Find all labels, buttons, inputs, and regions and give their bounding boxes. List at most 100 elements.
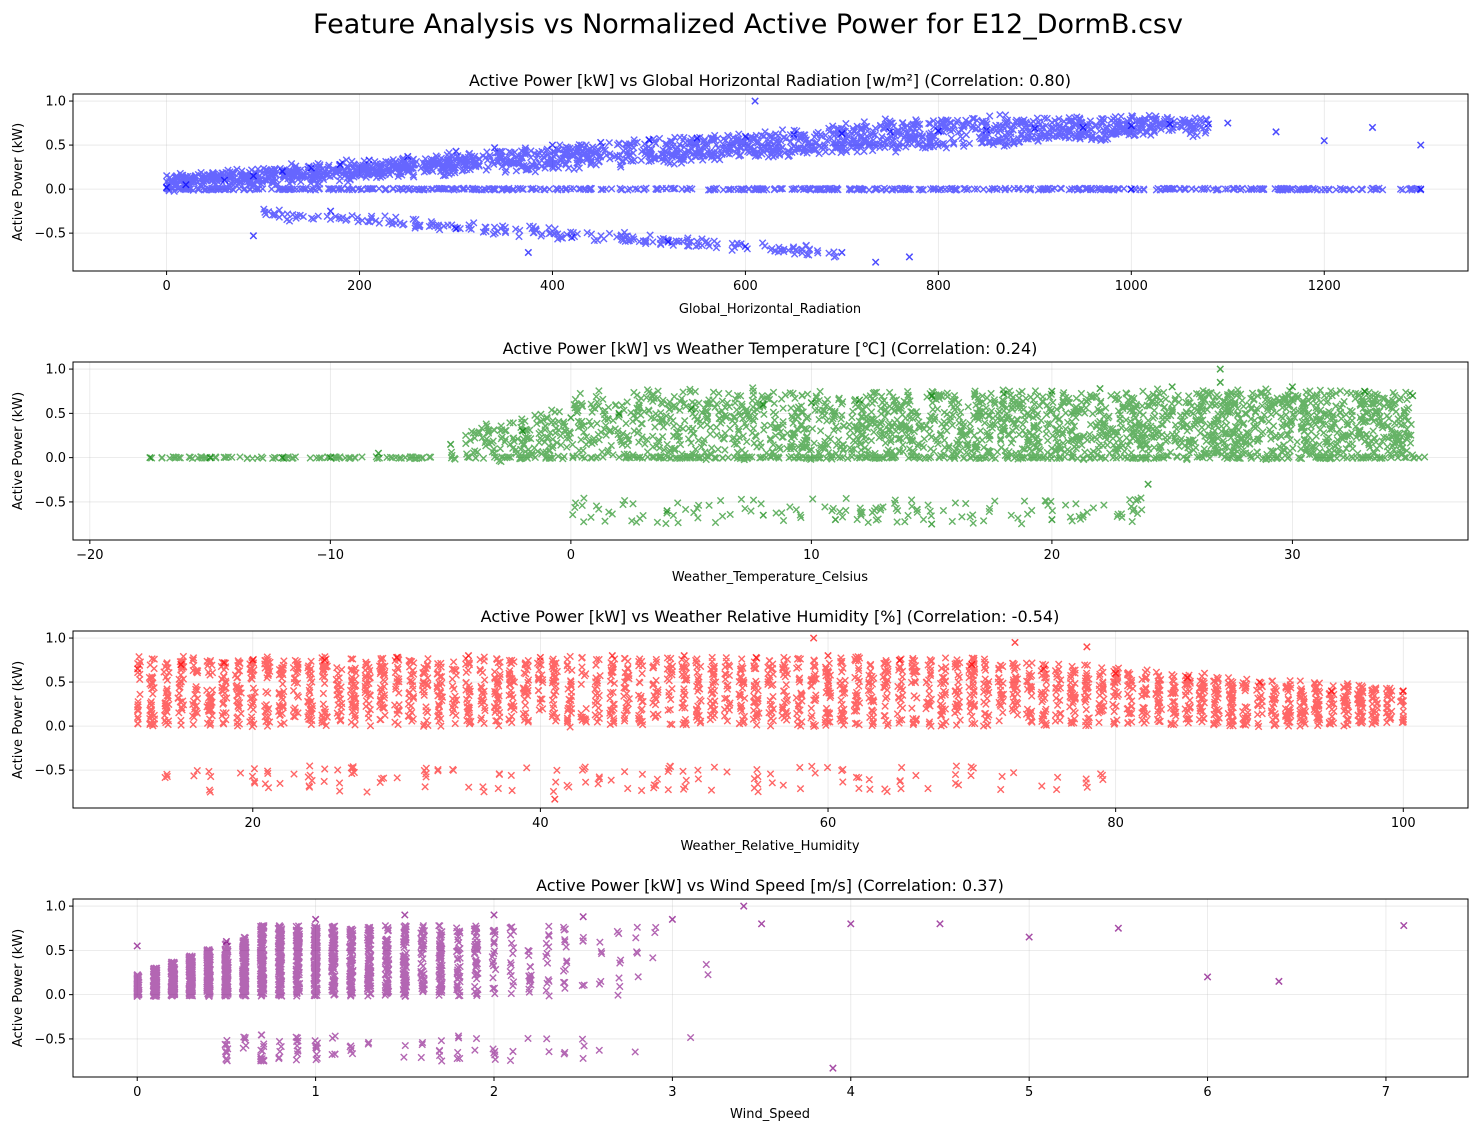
temperature-data-point bbox=[1144, 480, 1152, 488]
humidity-panel-title: Active Power [kW] vs Weather Relative Hu… bbox=[481, 607, 1060, 626]
humidity-data-point bbox=[1399, 687, 1408, 695]
temperature-data-point bbox=[831, 515, 840, 524]
radiation-x-tick-label: 400 bbox=[540, 279, 565, 294]
radiation-y-tick-label: 0.5 bbox=[45, 139, 66, 154]
wind-speed-data-point bbox=[490, 911, 498, 919]
radiation-data-point bbox=[741, 242, 750, 251]
wind-speed-point-cloud-marks bbox=[133, 922, 712, 1065]
radiation-data-point bbox=[404, 152, 412, 161]
temperature-data-point bbox=[1408, 391, 1417, 400]
humidity-y-tick-label: 1.0 bbox=[45, 632, 66, 647]
radiation-data-point bbox=[645, 136, 653, 144]
radiation-data-point bbox=[1368, 123, 1377, 132]
humidity-data-point bbox=[1327, 687, 1336, 695]
radiation-data-point bbox=[326, 207, 335, 215]
wind-speed-x-axis-label: Wind_Speed bbox=[730, 1107, 810, 1122]
radiation-data-point bbox=[1204, 120, 1213, 128]
wind-speed-data-point bbox=[401, 911, 409, 919]
temperature-point-cloud-marks bbox=[147, 384, 1429, 528]
radiation-y-tick-label: 1.0 bbox=[45, 95, 66, 110]
wind-speed-y-tick-label: 1.0 bbox=[45, 900, 66, 915]
radiation-data-point bbox=[1031, 124, 1039, 133]
wind-speed-data-point bbox=[311, 915, 320, 924]
radiation-data-point bbox=[220, 176, 229, 185]
radiation-data-point bbox=[934, 127, 943, 135]
humidity-data-point bbox=[536, 653, 545, 662]
wind-speed-x-tick-label: 6 bbox=[1203, 1085, 1211, 1100]
radiation-data-point bbox=[548, 141, 557, 149]
humidity-data-point bbox=[824, 651, 832, 660]
humidity-data-point bbox=[809, 634, 818, 642]
radiation-data-point bbox=[1272, 128, 1280, 136]
humidity-axes-frame bbox=[72, 630, 1469, 809]
temperature-axes-frame bbox=[72, 361, 1469, 541]
humidity-data-point bbox=[968, 660, 976, 669]
humidity-x-tick-label: 100 bbox=[1391, 816, 1416, 831]
humidity-data-point bbox=[752, 653, 760, 662]
wind-speed-panel-title: Active Power [kW] vs Wind Speed [m/s] (C… bbox=[536, 876, 1004, 895]
radiation-data-point bbox=[1320, 136, 1328, 145]
humidity-data-point bbox=[680, 651, 688, 660]
radiation-point-cloud-marks bbox=[162, 111, 1425, 261]
temperature-x-tick-label: 10 bbox=[803, 548, 820, 563]
radiation-x-tick-label: 200 bbox=[347, 279, 372, 294]
temperature-data-point bbox=[663, 507, 671, 515]
temperature-data-point bbox=[1000, 390, 1008, 398]
wind-speed-data-point bbox=[1400, 921, 1408, 930]
radiation-data-point bbox=[838, 248, 846, 257]
radiation-data-point bbox=[249, 172, 258, 180]
humidity-data-point bbox=[249, 656, 257, 664]
radiation-data-point bbox=[886, 128, 894, 136]
temperature-data-point bbox=[1096, 384, 1104, 393]
radiation-data-point bbox=[490, 143, 499, 152]
humidity-data-point bbox=[220, 658, 228, 667]
wind-speed-data-point bbox=[829, 1064, 837, 1072]
temperature-x-tick-label: 0 bbox=[567, 548, 575, 563]
radiation-data-point bbox=[905, 253, 914, 261]
wind-speed-scatter-panel: Active Power [kW] vs Wind Speed [m/s] (C… bbox=[11, 876, 1469, 1122]
wind-speed-data-point bbox=[1025, 933, 1033, 941]
temperature-data-point bbox=[374, 449, 383, 457]
temperature-data-point bbox=[1168, 383, 1176, 391]
humidity-data-point bbox=[551, 795, 559, 803]
temperature-data-point bbox=[927, 391, 936, 400]
humidity-y-axis-label: Active Power (kW) bbox=[11, 661, 26, 779]
radiation-data-point bbox=[452, 147, 460, 155]
wind-speed-y-tick-label: 0.5 bbox=[45, 944, 66, 959]
radiation-data-point bbox=[336, 160, 344, 169]
radiation-data-point bbox=[1416, 141, 1425, 149]
radiation-y-tick-label: 0.0 bbox=[45, 183, 66, 198]
temperature-data-point bbox=[807, 399, 816, 407]
humidity-data-point bbox=[608, 651, 617, 660]
humidity-data-point bbox=[1255, 678, 1264, 686]
wind-speed-y-tick-label: 0.0 bbox=[45, 988, 66, 1003]
wind-speed-data-point bbox=[1114, 924, 1123, 932]
radiation-x-tick-label: 0 bbox=[162, 279, 170, 294]
radiation-data-point bbox=[182, 180, 190, 189]
humidity-data-point bbox=[1083, 643, 1091, 651]
wind-speed-axes-frame bbox=[72, 898, 1469, 1078]
temperature-data-point bbox=[446, 440, 455, 449]
humidity-point-cloud bbox=[134, 652, 1407, 796]
temperature-data-point bbox=[759, 400, 768, 409]
radiation-x-tick-label: 600 bbox=[733, 279, 758, 294]
radiation-data-point bbox=[1127, 185, 1136, 193]
radiation-x-axis-label: Global_Horizontal_Radiation bbox=[679, 302, 861, 317]
radiation-y-tick-label: −0.5 bbox=[34, 227, 66, 242]
radiation-scatter-panel: Active Power [kW] vs Global Horizontal R… bbox=[11, 71, 1469, 317]
radiation-data-point bbox=[365, 156, 373, 164]
temperature-y-axis-label: Active Power (kW) bbox=[11, 392, 26, 510]
wind-speed-y-axis-label: Active Power (kW) bbox=[11, 929, 26, 1047]
humidity-data-point bbox=[392, 653, 401, 662]
radiation-data-point bbox=[249, 232, 258, 240]
wind-speed-x-tick-label: 3 bbox=[668, 1085, 676, 1100]
wind-speed-x-tick-label: 4 bbox=[847, 1085, 855, 1100]
radiation-axes-frame bbox=[72, 93, 1469, 272]
temperature-data-point bbox=[1216, 378, 1225, 387]
radiation-panel-title: Active Power [kW] vs Global Horizontal R… bbox=[469, 71, 1071, 90]
wind-speed-data-point bbox=[133, 942, 141, 950]
radiation-x-tick-label: 1200 bbox=[1308, 279, 1341, 294]
temperature-y-tick-label: 0.0 bbox=[45, 451, 66, 466]
humidity-data-point bbox=[1040, 665, 1048, 673]
radiation-point-cloud bbox=[162, 111, 1425, 261]
